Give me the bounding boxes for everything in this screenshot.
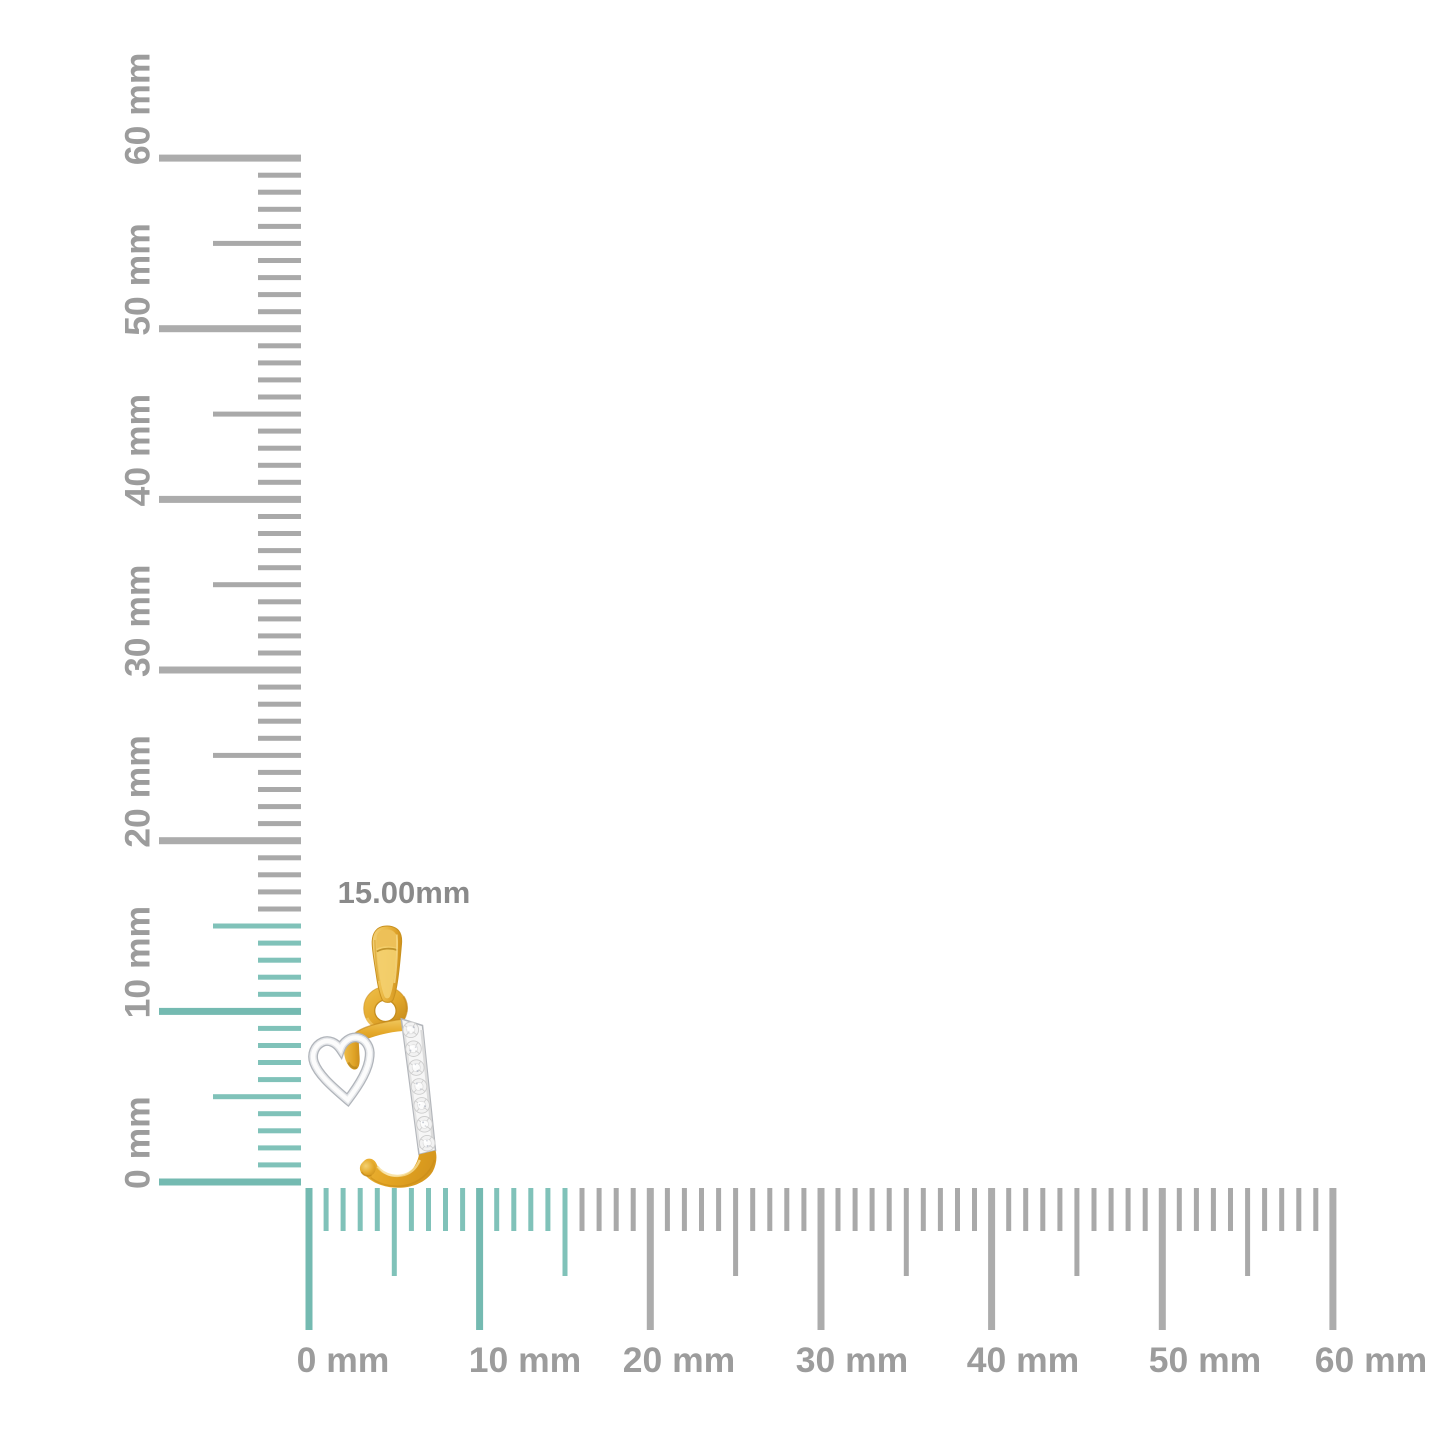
svg-text:10 mm: 10 mm [118, 906, 158, 1018]
svg-text:30 mm: 30 mm [118, 565, 158, 677]
svg-text:40 mm: 40 mm [967, 1340, 1079, 1380]
svg-text:20 mm: 20 mm [623, 1340, 735, 1380]
svg-text:0 mm: 0 mm [297, 1340, 390, 1380]
svg-text:0 mm: 0 mm [118, 1096, 158, 1189]
svg-text:30 mm: 30 mm [796, 1340, 908, 1380]
svg-text:50 mm: 50 mm [118, 223, 158, 335]
svg-text:10 mm: 10 mm [469, 1340, 581, 1380]
svg-text:15.00mm: 15.00mm [338, 875, 471, 910]
svg-text:20 mm: 20 mm [118, 735, 158, 847]
svg-text:50 mm: 50 mm [1149, 1340, 1261, 1380]
svg-text:60 mm: 60 mm [118, 53, 158, 165]
svg-text:40 mm: 40 mm [118, 394, 158, 506]
svg-text:60 mm: 60 mm [1315, 1340, 1427, 1380]
